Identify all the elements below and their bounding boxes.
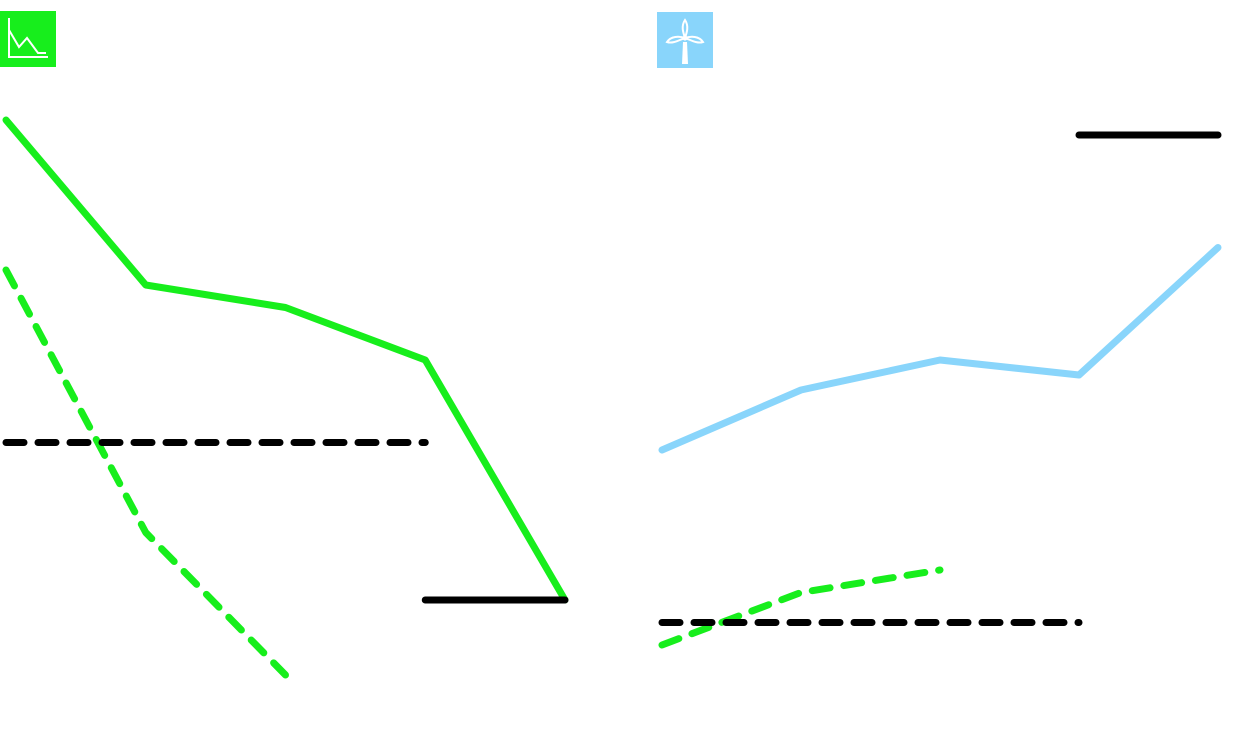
chart1-series-1-line [658,566,944,649]
wind-turbine-icon [657,12,713,68]
chart-panel-right [658,131,1222,649]
line-chart-icon [0,11,56,67]
chart0-series-0-line [2,116,569,604]
chart1-series-0-line [658,244,1222,454]
chart0-series-1-line [2,266,289,679]
chart-panel-left [2,116,569,679]
